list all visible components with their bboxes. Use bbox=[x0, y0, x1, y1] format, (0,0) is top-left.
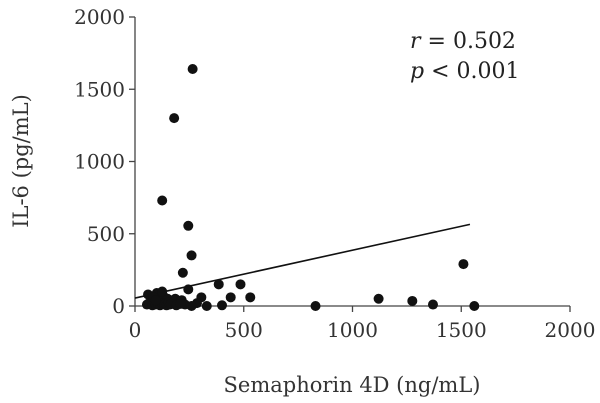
x-tick-label: 0 bbox=[129, 318, 142, 342]
r-annotation: r = 0.502 bbox=[410, 29, 516, 54]
data-point bbox=[157, 286, 168, 297]
data-point bbox=[187, 64, 198, 75]
data-point bbox=[157, 195, 168, 206]
data-point bbox=[175, 298, 186, 309]
data-point bbox=[183, 220, 194, 231]
r-value: = 0.502 bbox=[421, 29, 516, 54]
y-tick-label: 500 bbox=[87, 222, 125, 246]
y-axis-label: IL-6 (pg/mL) bbox=[9, 94, 33, 228]
x-tick-label: 1500 bbox=[436, 318, 487, 342]
data-point bbox=[407, 295, 418, 306]
p-value: < 0.001 bbox=[424, 59, 519, 84]
p-symbol: p bbox=[410, 59, 424, 84]
ticks: 0 500 1000 1500 2000 0 500 1000 1500 2000 bbox=[74, 5, 595, 342]
y-tick-label: 1500 bbox=[74, 77, 125, 101]
data-point bbox=[201, 301, 212, 311]
data-point bbox=[373, 293, 384, 304]
data-point bbox=[186, 301, 197, 311]
x-tick-label: 2000 bbox=[545, 318, 596, 342]
data-point bbox=[217, 300, 227, 311]
data-point bbox=[169, 113, 180, 124]
data-point bbox=[183, 284, 194, 295]
x-axis-label: Semaphorin 4D (ng/mL) bbox=[224, 373, 481, 397]
data-point bbox=[427, 299, 438, 310]
data-point bbox=[177, 267, 188, 278]
data-point bbox=[235, 279, 246, 290]
y-tick-label: 1000 bbox=[74, 150, 125, 174]
data-point bbox=[150, 295, 161, 306]
data-point bbox=[186, 250, 197, 261]
x-tick-label: 500 bbox=[225, 318, 263, 342]
data-point bbox=[225, 292, 236, 303]
data-point bbox=[310, 301, 321, 311]
x-tick-label: 1000 bbox=[327, 318, 378, 342]
y-tick-label: 0 bbox=[112, 294, 125, 318]
data-points bbox=[141, 64, 480, 311]
p-annotation: p < 0.001 bbox=[410, 59, 520, 84]
y-tick-label: 2000 bbox=[74, 5, 125, 29]
data-point bbox=[458, 259, 469, 270]
data-point bbox=[245, 292, 256, 303]
data-point bbox=[213, 279, 224, 290]
r-symbol: r bbox=[410, 29, 422, 54]
data-point bbox=[469, 301, 480, 311]
